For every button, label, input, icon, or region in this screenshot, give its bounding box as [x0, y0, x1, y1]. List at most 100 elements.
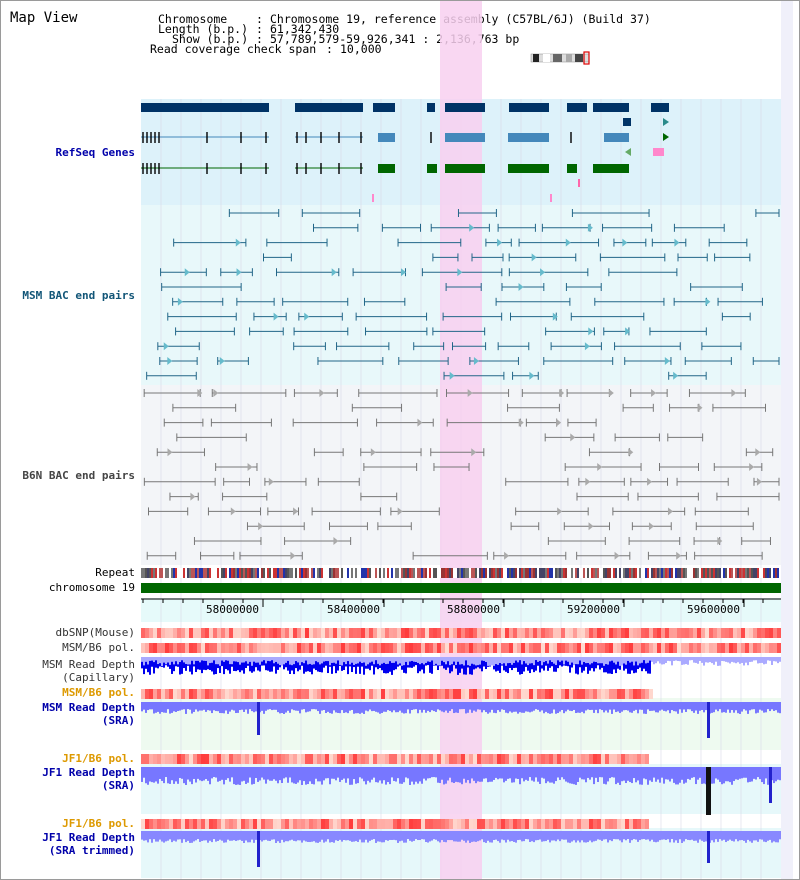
- dbsnp-heat: [313, 628, 317, 638]
- msm-depth-sra-bar: [539, 702, 541, 712]
- jf1-depth-trim-bar: [665, 831, 667, 840]
- b6n-bac-pair: [755, 448, 761, 457]
- msm-depth-sra-bar: [535, 702, 537, 710]
- msm-pol2-heat: [493, 689, 497, 699]
- msm-bac-pair: [163, 342, 169, 351]
- msm-depth-cap-bar: [739, 657, 741, 664]
- b6n-bac-pair: [247, 463, 253, 471]
- jf1-pol-heat: [413, 754, 417, 764]
- jf1-depth-trim-bar: [661, 831, 663, 840]
- jf1-pol2-heat: [417, 819, 421, 829]
- msm-depth-cap-bar: [557, 657, 559, 669]
- repeat-mark: [471, 568, 473, 578]
- dbsnp-heat: [613, 628, 617, 638]
- dbsnp-heat: [145, 628, 149, 638]
- msm-depth-sra-bar: [177, 702, 179, 712]
- msm-depth-cap-bar: [657, 657, 659, 662]
- repeat-mark: [225, 568, 227, 578]
- msm-pol2-heat: [545, 689, 549, 699]
- msm-depth-cap-bar: [405, 657, 407, 662]
- jf1-depth-trim-bar: [483, 831, 485, 843]
- jf1-depth-sra-bar: [565, 767, 567, 782]
- msm-depth-sra-bar: [589, 702, 591, 710]
- msm-pol2-heat: [189, 689, 193, 699]
- repeat-mark: [597, 568, 599, 578]
- jf1-pol2-heat: [537, 819, 541, 829]
- msm-pol-heat: [189, 643, 193, 653]
- msm-pol-heat: [577, 643, 581, 653]
- jf1-depth-sra-bar: [409, 767, 411, 785]
- msm-depth-cap-bar: [203, 657, 205, 670]
- msm-depth-cap-bar: [393, 657, 395, 671]
- msm-depth-cap-bar: [555, 657, 557, 665]
- jf1-depth-sra-bar: [383, 767, 385, 781]
- jf1-depth-sra-bar: [749, 767, 751, 782]
- jf1-depth-trim-bar: [613, 831, 615, 840]
- jf1-depth-trim-bar: [531, 831, 533, 842]
- msm-pol2-heat: [589, 689, 593, 699]
- jf1-depth-sra-bar: [507, 767, 509, 779]
- msm-pol2-heat: [381, 689, 385, 699]
- msm-pol-heat: [553, 643, 557, 653]
- jf1-depth-trim-bar: [277, 831, 279, 842]
- msm-pol2-heat: [561, 689, 565, 699]
- jf1-depth-trim-bar: [731, 831, 733, 841]
- repeat-mark: [493, 568, 495, 578]
- msm-depth-sra-bar: [237, 702, 239, 713]
- msm-depth-sra-bar: [457, 702, 459, 713]
- jf1-depth-trim-bar: [351, 831, 353, 842]
- msm-pol2-heat: [441, 689, 445, 699]
- repeat-mark: [737, 568, 739, 578]
- repeat-mark: [589, 568, 591, 578]
- msm-depth-cap-bar: [581, 657, 583, 673]
- jf1-depth-sra-bar: [257, 767, 259, 782]
- msm-pol2-heat: [361, 689, 365, 699]
- repeat-mark: [447, 568, 449, 578]
- msm-depth-sra-bar: [229, 702, 231, 712]
- repeat-mark: [247, 568, 249, 578]
- jf1-pol2-heat: [277, 819, 281, 829]
- msm-depth-sra-bar: [711, 702, 713, 713]
- jf1-pol-heat: [613, 754, 617, 764]
- jf1-depth-trim-bar: [779, 831, 781, 840]
- jf1-depth-sra-bar: [691, 767, 693, 778]
- msm-depth-cap-bar: [367, 657, 369, 665]
- repeat-mark: [721, 568, 723, 578]
- jf1-depth-trim-bar: [241, 831, 243, 841]
- msm-depth-cap-bar: [643, 657, 645, 661]
- jf1-depth-trim-bar: [249, 831, 251, 843]
- jf1-depth-trim-bar: [467, 831, 469, 841]
- jf1-depth-sra-bar: [607, 767, 609, 782]
- repeat-mark: [621, 568, 623, 578]
- msm-pol-heat: [389, 643, 393, 653]
- jf1-pol2-heat: [577, 819, 581, 829]
- jf1-depth-trim-bar: [777, 831, 779, 843]
- repeat-mark: [169, 568, 171, 578]
- jf1-depth-trim-bar: [657, 831, 659, 842]
- msm-depth-cap-bar: [223, 657, 225, 675]
- chromosome-ideogram[interactable]: [529, 51, 595, 67]
- msm-pol2-heat: [321, 689, 325, 699]
- jf1-depth-sra-bar: [423, 767, 425, 779]
- jf1-depth-trim-bar: [415, 831, 417, 840]
- msm-depth-sra-bar: [251, 702, 253, 712]
- repeat-mark: [393, 568, 395, 578]
- msm-depth-cap-bar: [457, 657, 459, 662]
- jf1-depth-sra-bar: [155, 767, 157, 782]
- msm-depth-cap-bar: [317, 657, 319, 663]
- msm-depth-cap-bar: [385, 657, 387, 674]
- msm-pol2-heat: [609, 689, 613, 699]
- jf1-depth-sra-bar: [165, 767, 167, 778]
- msm-depth-cap-bar: [323, 657, 325, 668]
- b6n-bac-pair: [588, 522, 594, 531]
- msm-pol-heat: [765, 643, 769, 653]
- msm-pol2-heat: [141, 689, 145, 699]
- msm-depth-sra-bar: [359, 702, 361, 714]
- jf1-pol2-heat: [601, 819, 605, 829]
- msm-depth-sra-bar: [385, 702, 387, 712]
- refseq-exon: [567, 164, 577, 173]
- jf1-depth-trim-bar: [453, 831, 455, 842]
- jf1-depth-trim-bar: [627, 831, 629, 840]
- repeat-mark: [733, 568, 735, 578]
